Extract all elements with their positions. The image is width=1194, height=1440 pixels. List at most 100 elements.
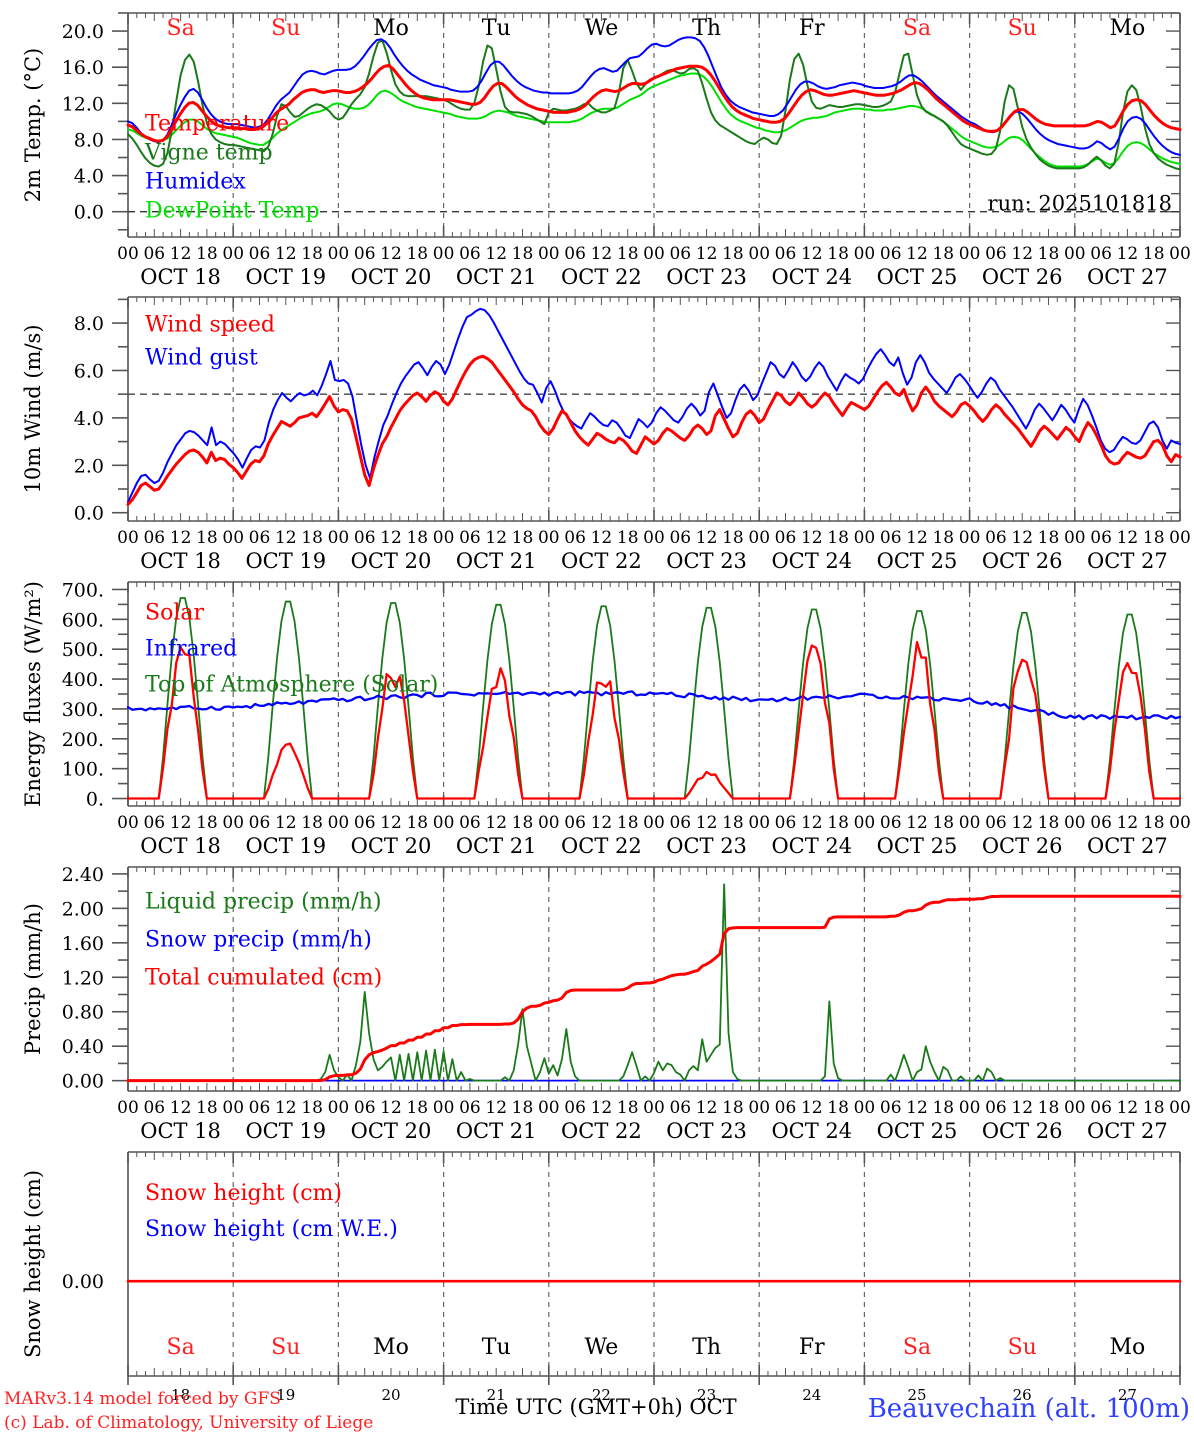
hour-label: 06	[249, 813, 271, 833]
date-label: OCT 24	[771, 1119, 852, 1143]
hour-label: 06	[564, 528, 586, 548]
legend-item: Solar	[145, 600, 204, 625]
day-number-label: 22	[592, 1386, 611, 1404]
hour-label: 18	[1038, 528, 1060, 548]
hour-label: 18	[617, 528, 639, 548]
hour-label: 12	[275, 528, 297, 548]
legend-item: Vigne temp	[144, 140, 273, 165]
hour-label: 06	[985, 528, 1007, 548]
hour-label: 00	[328, 244, 350, 264]
hour-label: 12	[170, 244, 192, 264]
hour-label: 12	[380, 813, 402, 833]
y-tick-label: 0.00	[62, 1271, 104, 1293]
hour-label: 06	[880, 813, 902, 833]
weekday-label-bottom: Mo	[1110, 1335, 1146, 1360]
day-number-label: 27	[1118, 1386, 1137, 1404]
hour-label: 12	[1117, 244, 1139, 264]
y-tick-label: 0.80	[62, 1002, 104, 1024]
hour-label: 12	[1117, 813, 1139, 833]
date-label: OCT 24	[771, 549, 852, 573]
y-tick-label: 12.0	[62, 93, 104, 115]
hour-label: 12	[170, 528, 192, 548]
date-label: OCT 25	[877, 549, 958, 573]
hour-label: 06	[1090, 528, 1112, 548]
hour-label: 06	[1090, 244, 1112, 264]
hour-label: 00	[117, 244, 139, 264]
y-tick-label: 1.60	[62, 933, 104, 955]
date-label: OCT 20	[351, 834, 432, 858]
y-tick-label: 8.0	[74, 313, 104, 335]
hour-label: 18	[932, 1098, 954, 1118]
weekday-label: Su	[1008, 16, 1037, 41]
weekday-label-bottom: We	[584, 1335, 618, 1360]
legend-item: Snow precip (mm/h)	[145, 927, 372, 952]
date-label: OCT 23	[666, 834, 747, 858]
hour-label: 00	[117, 1098, 139, 1118]
y-axis-title: 10m Wind (m/s)	[21, 324, 45, 493]
hour-label: 18	[932, 813, 954, 833]
legend-item: Liquid precip (mm/h)	[145, 889, 382, 914]
hour-label: 00	[222, 813, 244, 833]
hour-label: 00	[433, 528, 455, 548]
panel-snow_height	[126, 1151, 1182, 1377]
legend-item: Top of Atmosphere (Solar)	[145, 672, 438, 697]
y-tick-label: 1.20	[62, 967, 104, 989]
hour-label: 12	[696, 813, 718, 833]
weekday-label-bottom: Th	[692, 1335, 721, 1360]
date-label: OCT 20	[351, 1119, 432, 1143]
hour-label: 06	[143, 1098, 165, 1118]
hour-label: 06	[459, 813, 481, 833]
hour-label: 12	[170, 1098, 192, 1118]
date-label: OCT 21	[456, 265, 537, 289]
hour-label: 06	[669, 813, 691, 833]
hour-label: 12	[801, 813, 823, 833]
weekday-label-bottom: Fr	[799, 1335, 825, 1360]
hour-label: 00	[433, 244, 455, 264]
hour-label: 18	[196, 244, 218, 264]
hour-label: 18	[1038, 813, 1060, 833]
date-label: OCT 18	[140, 1119, 221, 1143]
hour-label: 18	[722, 1098, 744, 1118]
date-label: OCT 27	[1087, 834, 1168, 858]
series-temperature	[126, 63, 1182, 143]
hour-label: 00	[1064, 813, 1086, 833]
y-tick-label: 0.00	[62, 1071, 104, 1093]
y-tick-label: 500.	[62, 639, 104, 661]
hour-label: 00	[1169, 813, 1191, 833]
hour-label: 06	[880, 244, 902, 264]
y-tick-label: 8.0	[74, 129, 104, 151]
day-number-label: 23	[697, 1386, 716, 1404]
hour-label: 00	[222, 1098, 244, 1118]
day-number-label: 26	[1013, 1386, 1032, 1404]
y-tick-label: 16.0	[62, 57, 104, 79]
hour-label: 00	[1064, 528, 1086, 548]
legend-item: Infrared	[145, 636, 237, 661]
hour-label: 18	[1143, 1098, 1165, 1118]
hour-label: 00	[748, 244, 770, 264]
date-label: OCT 25	[877, 1119, 958, 1143]
weekday-label-bottom: Sa	[167, 1335, 195, 1360]
hour-label: 06	[985, 1098, 1007, 1118]
y-tick-label: 0.	[86, 789, 104, 811]
hour-label: 12	[696, 528, 718, 548]
legend-item: Humidex	[145, 169, 246, 194]
hour-label: 12	[591, 528, 613, 548]
hour-label: 18	[617, 1098, 639, 1118]
hour-label: 12	[1011, 1098, 1033, 1118]
date-label: OCT 20	[351, 549, 432, 573]
hour-label: 06	[775, 813, 797, 833]
y-tick-label: 4.0	[74, 166, 104, 188]
hour-label: 06	[775, 244, 797, 264]
day-number-label: 20	[381, 1386, 400, 1404]
date-label: OCT 27	[1087, 265, 1168, 289]
weekday-label: Sa	[903, 16, 931, 41]
hour-label: 18	[1143, 813, 1165, 833]
y-tick-label: 100.	[62, 759, 104, 781]
hour-label: 18	[512, 1098, 534, 1118]
hour-label: 06	[459, 244, 481, 264]
y-tick-label: 0.40	[62, 1036, 104, 1058]
hour-label: 06	[249, 244, 271, 264]
hour-label: 18	[722, 528, 744, 548]
hour-label: 18	[301, 244, 323, 264]
